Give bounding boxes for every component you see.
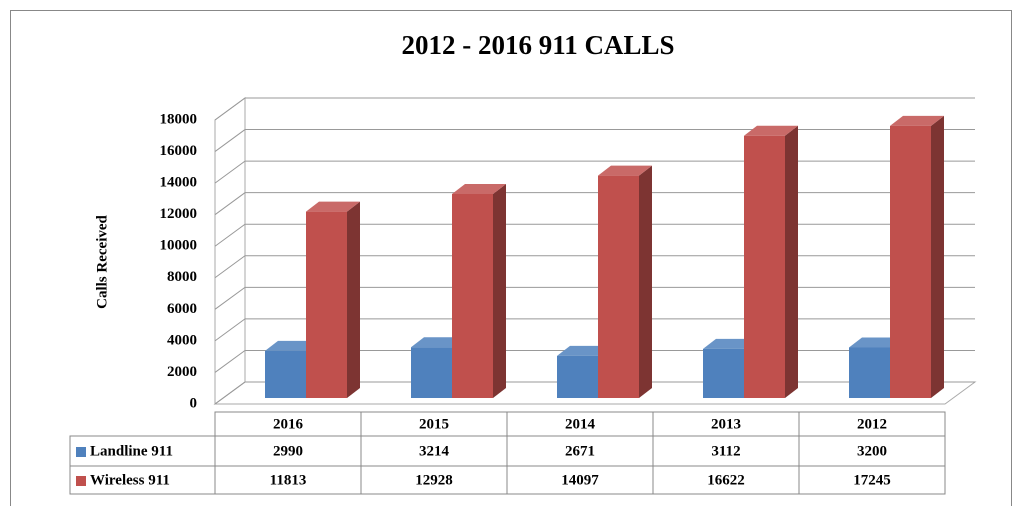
bar-face — [703, 338, 757, 349]
table-value: 3214 — [419, 443, 450, 459]
table-value: 3200 — [857, 443, 887, 459]
bar-face — [598, 175, 639, 398]
bar-face — [411, 337, 465, 348]
bar-face — [265, 350, 306, 398]
grid-line — [214, 318, 975, 342]
y-tick-label: 2000 — [167, 364, 197, 380]
side-wall — [214, 97, 246, 405]
bar-face — [452, 184, 506, 195]
table-value: 3112 — [711, 443, 740, 459]
bar-face — [744, 125, 798, 136]
chart-border — [10, 10, 1012, 506]
y-axis-label: Calls Received — [94, 214, 110, 308]
grid-line — [214, 286, 975, 310]
bar-face — [557, 355, 598, 398]
table-value: 16622 — [707, 472, 745, 488]
y-tick-label: 0 — [190, 395, 198, 411]
grid-line — [214, 97, 975, 121]
y-tick-label: 16000 — [160, 143, 198, 159]
grid-line — [214, 192, 975, 216]
bar — [306, 201, 360, 398]
legend-swatch — [76, 447, 86, 457]
table-value: 2990 — [273, 443, 303, 459]
bar-face — [452, 194, 493, 398]
y-tick-label: 6000 — [167, 301, 197, 317]
x-tick-label: 2016 — [273, 416, 304, 432]
legend-swatch — [76, 476, 86, 486]
bar-face — [744, 135, 785, 399]
bar-face — [598, 165, 652, 176]
bar-face — [785, 125, 798, 399]
bar-face — [265, 340, 319, 351]
x-tick-label: 2012 — [857, 416, 887, 432]
grid-line — [214, 160, 975, 184]
bar — [452, 184, 506, 398]
grid-line — [214, 129, 975, 152]
y-tick-label: 10000 — [160, 238, 198, 254]
bar-face — [306, 211, 347, 398]
x-tick-label: 2015 — [419, 416, 449, 432]
legend-label: Wireless 911 — [90, 472, 170, 488]
legend-label: Landline 911 — [90, 443, 173, 459]
bar-face — [890, 125, 931, 398]
bar-face — [849, 337, 903, 348]
bar-face — [931, 115, 944, 398]
grid-line — [214, 255, 975, 279]
x-tick-label: 2014 — [565, 416, 596, 432]
table-value: 14097 — [561, 472, 599, 488]
bar-face — [411, 347, 452, 398]
y-tick-label: 8000 — [167, 269, 197, 285]
bar — [890, 115, 944, 398]
chart-title: 2012 - 2016 911 CALLS — [401, 30, 674, 60]
bar-face — [557, 345, 611, 356]
table-value: 11813 — [270, 472, 307, 488]
bar-face — [890, 115, 944, 126]
y-tick-label: 12000 — [160, 206, 198, 222]
bar-face — [849, 347, 890, 398]
y-tick-label: 14000 — [160, 175, 198, 191]
bar-face — [347, 201, 360, 398]
bar-face — [493, 184, 506, 398]
table-value: 12928 — [415, 472, 453, 488]
table-value: 17245 — [853, 472, 891, 488]
bar — [598, 165, 652, 398]
grid-line — [214, 223, 975, 247]
bar-face — [306, 201, 360, 212]
bar — [744, 125, 798, 399]
bar-face — [703, 348, 744, 398]
bar-face — [639, 165, 652, 398]
y-tick-label: 4000 — [167, 332, 197, 348]
x-tick-label: 2013 — [711, 416, 741, 432]
y-tick-label: 18000 — [160, 111, 198, 127]
table-value: 2671 — [565, 443, 595, 459]
